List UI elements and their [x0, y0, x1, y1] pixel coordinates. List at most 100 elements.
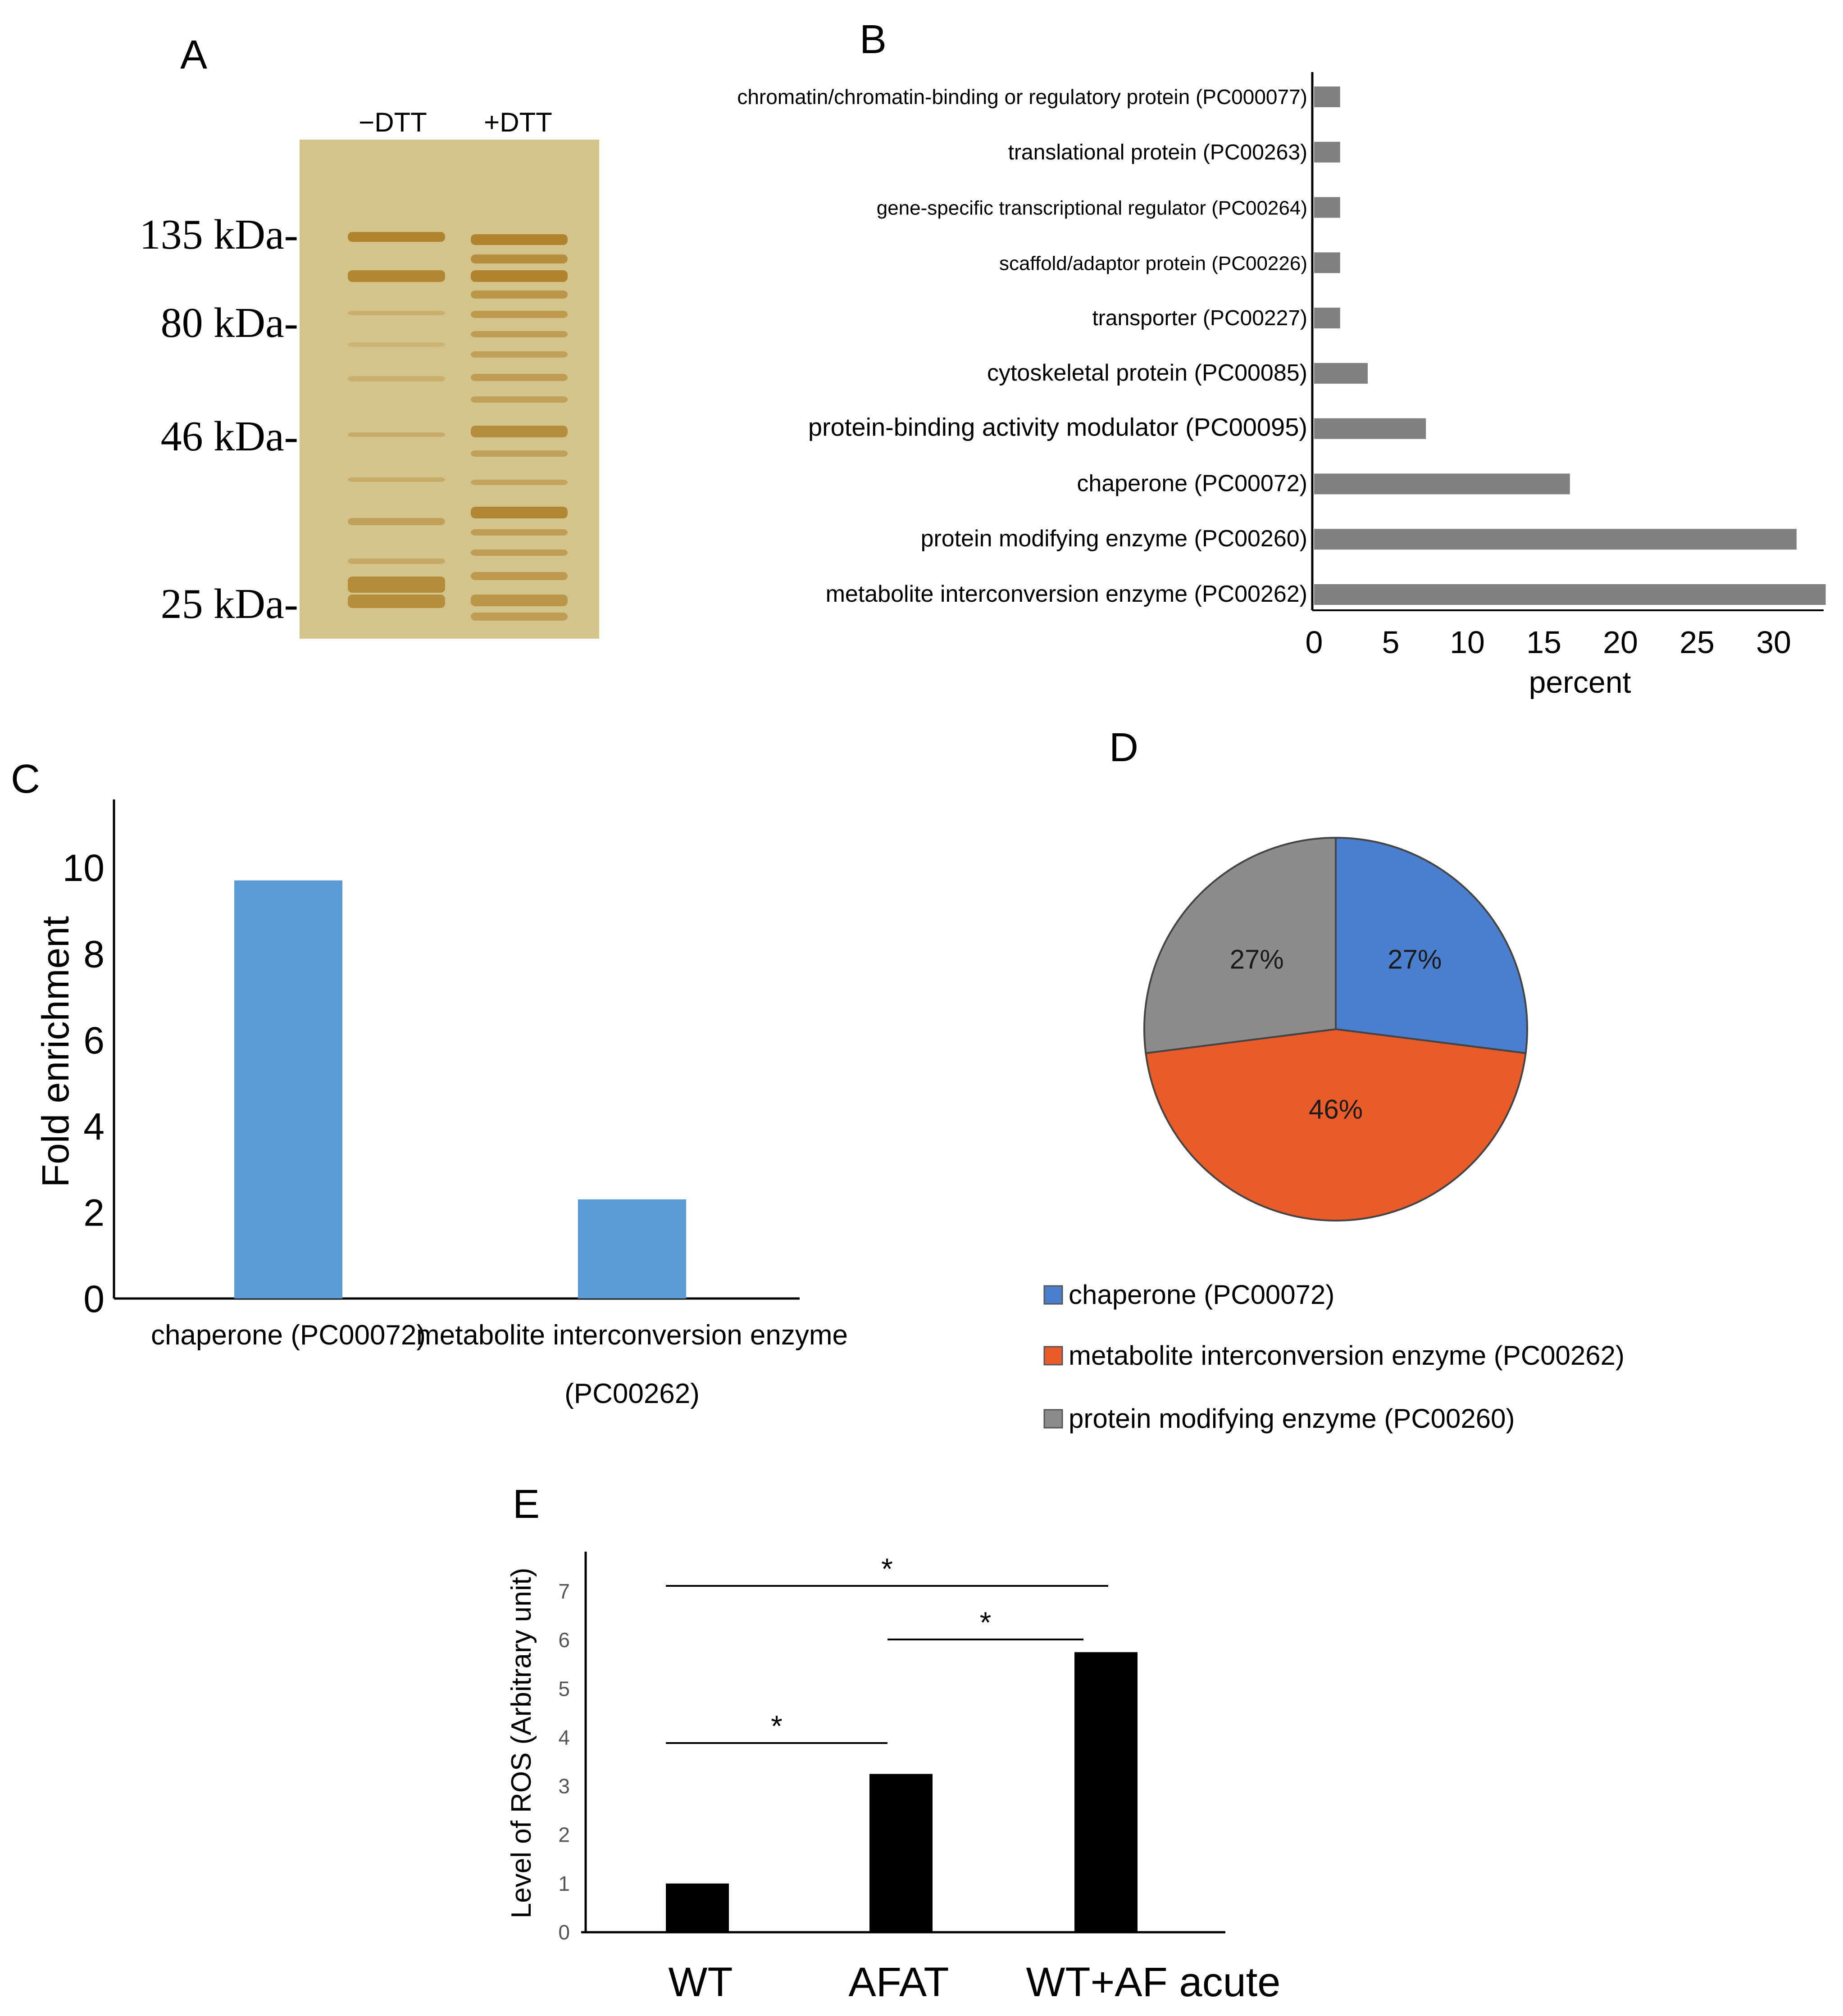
b-category-label: chromatin/chromatin-binding or regulator…	[737, 85, 1307, 109]
panel-label-c: C	[11, 757, 40, 802]
d-legend-swatch	[1043, 1346, 1063, 1366]
e-y-tick-label: 2	[558, 1823, 570, 1847]
d-legend-swatch	[1043, 1285, 1063, 1305]
e-y-tick-label: 7	[558, 1580, 570, 1603]
gel-band	[471, 351, 568, 358]
b-x-tick-label: 15	[1526, 625, 1561, 660]
gel-lane-plus-dtt	[471, 234, 568, 621]
c-category-label: chaperone (PC00072)	[151, 1320, 426, 1351]
marker-label-46: 46 kDa-	[161, 413, 298, 460]
gel-band	[471, 529, 568, 536]
panel-label-d: D	[1109, 725, 1138, 770]
e-bar	[666, 1883, 729, 1932]
e-category-label: WT+AF acute	[1026, 1959, 1281, 2005]
b-category-label: chaperone (PC00072)	[1077, 470, 1307, 496]
b-bar	[1314, 252, 1340, 273]
e-y-tick-label: 5	[558, 1677, 570, 1700]
gel-lane-label-plus-dtt: +DTT	[484, 107, 552, 137]
gel-band	[471, 270, 568, 282]
d-pie-slice	[1335, 836, 1528, 1054]
gel-band	[348, 270, 445, 282]
b-bar	[1314, 363, 1368, 384]
gel-band	[348, 558, 445, 564]
gel-band	[471, 572, 568, 580]
gel-band	[348, 518, 445, 525]
e-y-tick-label: 0	[558, 1921, 570, 1944]
c-y-tick-label: 4	[83, 1105, 105, 1148]
panel-d-pie-chart: 27% 46% 27% chaperone (PC00072) metabolite …	[1043, 836, 1625, 1434]
b-category-label: protein modifying enzyme (PC00260)	[921, 526, 1307, 552]
d-pie-slice	[1143, 836, 1337, 1054]
e-bar	[1074, 1652, 1138, 1932]
gel-band	[471, 311, 568, 318]
gel-band	[471, 426, 568, 437]
e-y-tick-label: 1	[558, 1872, 570, 1895]
b-x-tick-label: 5	[1382, 625, 1400, 660]
e-y-tick-label: 4	[558, 1725, 570, 1749]
e-y-axis-title: Level of ROS (Arbitrary unit)	[506, 1568, 537, 1919]
gel-band	[348, 232, 445, 242]
e-category-label: AFAT	[848, 1959, 949, 2005]
gel-band	[348, 477, 445, 482]
e-significance-star: *	[980, 1606, 992, 1639]
e-y-tick-label: 6	[558, 1628, 570, 1652]
d-legend-label: protein modifying enzyme (PC00260)	[1069, 1403, 1515, 1434]
b-bar	[1314, 86, 1340, 107]
c-category-label: metabolite interconversion enzyme	[416, 1320, 848, 1351]
gel-band	[348, 432, 445, 437]
b-bar	[1314, 418, 1426, 439]
gel-band	[471, 450, 568, 457]
b-x-tick-label: 20	[1603, 625, 1638, 660]
gel-lane-label-minus-dtt: −DTT	[359, 107, 427, 137]
d-slice-label: 27%	[1230, 944, 1284, 974]
b-x-tick-label: 25	[1679, 625, 1715, 660]
c-y-tick-label: 8	[83, 933, 105, 975]
b-category-label: transporter (PC00227)	[1092, 306, 1307, 330]
b-bar	[1314, 141, 1340, 163]
c-y-axis-title: Fold enrichment	[34, 916, 77, 1187]
b-category-label: cytoskeletal protein (PC00085)	[987, 360, 1307, 386]
e-bar	[869, 1774, 933, 1932]
gel-band	[471, 234, 568, 245]
panel-e-bar-chart: 0 1 2 3 4 5 6 7 WT AFAT WT+AF acute * * * Level of …	[506, 1552, 1280, 2005]
d-legend-label: chaperone (PC00072)	[1069, 1280, 1334, 1310]
panel-label-a: A	[180, 32, 207, 77]
b-category-label: gene-specific transcriptional regulator …	[877, 197, 1307, 219]
b-x-tick-label: 30	[1756, 625, 1791, 660]
c-y-tick-label: 10	[63, 847, 105, 889]
gel-band	[471, 507, 568, 518]
gel-band	[471, 480, 568, 485]
e-significance-star: *	[881, 1552, 893, 1585]
gel-band	[471, 396, 568, 403]
panel-label-e: E	[513, 1482, 540, 1527]
panel-label-b: B	[860, 17, 887, 62]
b-bar	[1314, 584, 1826, 605]
b-bar	[1314, 529, 1797, 550]
c-y-tick-label: 2	[83, 1192, 105, 1234]
d-slice-label: 27%	[1388, 944, 1442, 974]
gel-band	[471, 374, 568, 381]
gel-lane-minus-dtt	[348, 232, 445, 608]
gel-image	[300, 140, 599, 639]
c-y-tick-label: 6	[83, 1019, 105, 1062]
e-category-label: WT	[668, 1959, 733, 2005]
b-bar	[1314, 308, 1340, 329]
marker-label-80: 80 kDa-	[161, 300, 298, 346]
b-x-tick-label: 0	[1306, 625, 1323, 660]
b-bar	[1314, 473, 1570, 495]
gel-panel: −DTT +DTT 135 kDa- 80 kDa- 46 kDa- 25 kD…	[140, 107, 599, 639]
marker-label-25: 25 kDa-	[161, 581, 298, 627]
c-category-label: (PC00262)	[564, 1378, 700, 1409]
d-legend-label: metabolite interconversion enzyme (PC002…	[1069, 1340, 1625, 1371]
b-x-tick-label: 10	[1450, 625, 1485, 660]
gel-band	[471, 331, 568, 337]
e-significance-star: *	[771, 1709, 783, 1743]
gel-band	[471, 595, 568, 606]
b-category-label: metabolite interconversion enzyme (PC002…	[826, 581, 1307, 607]
gel-band	[348, 342, 445, 347]
b-category-label: translational protein (PC00263)	[1008, 141, 1307, 164]
marker-label-135: 135 kDa-	[140, 211, 298, 258]
d-legend-swatch	[1043, 1409, 1063, 1429]
d-pie-slice	[1145, 1028, 1527, 1222]
panel-c-bar-chart: 0 2 4 6 8 10 chaperone (PC00072)metabolite in…	[34, 799, 848, 1409]
